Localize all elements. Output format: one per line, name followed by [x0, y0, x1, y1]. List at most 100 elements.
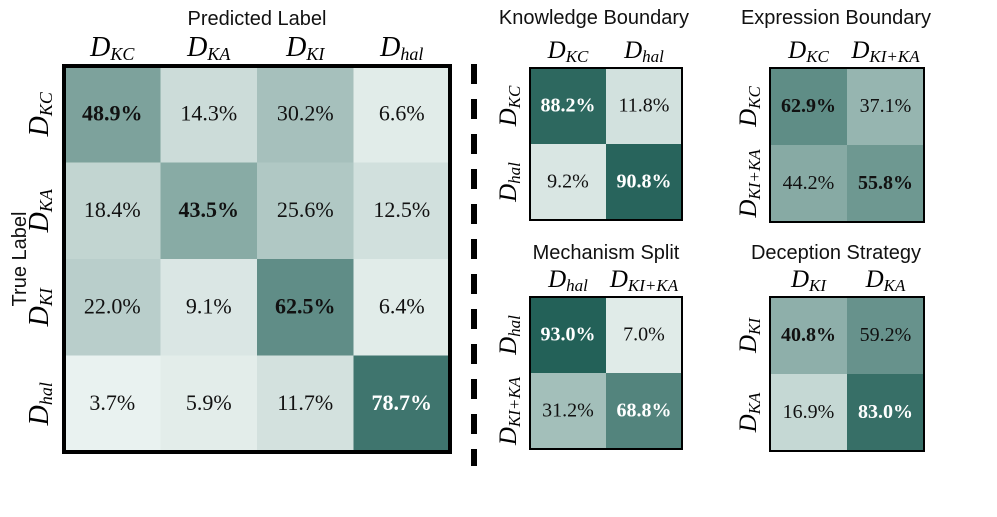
- heatmap-3-cell-0-0: [530, 297, 606, 373]
- heatmap-0-x-tick-0-symbol: D: [89, 32, 110, 63]
- heatmap-2-cell-1-1: [847, 145, 924, 222]
- heatmap-1-cell-1-0: [530, 144, 606, 220]
- heatmap-1: 88.2% 11.8%9.2% 90.8%DKC DhalDKCDhalKnowled…: [495, 7, 689, 221]
- heatmap-0-value-2-0: 22.0%: [84, 293, 141, 318]
- heatmap-0-value-1-3: 12.5%: [373, 197, 430, 222]
- heatmap-4-cell-0-1: [847, 297, 924, 374]
- heatmap-0-cell-2-1: [160, 259, 257, 356]
- heatmap-0-x-tick-2-subscript: KI: [305, 44, 325, 64]
- heatmap-0-value-3-3: 78.7%: [372, 390, 433, 415]
- heatmap-0-x-tick-3-subscript: hal: [400, 44, 423, 64]
- heatmap-0-cell-1-3: [353, 162, 450, 259]
- heatmap-0-y-tick-3-symbol: D: [24, 405, 55, 426]
- heatmap-3-value-0-0: 93.0%: [541, 324, 596, 346]
- heatmap-2: 62.9% 37.1%44.2% 55.8%DKC DKI+KADKCDKI+KAEx…: [735, 7, 931, 223]
- heatmap-0-y-tick-1-symbol: D: [24, 212, 55, 233]
- heatmap-2-value-1-1: 55.8%: [858, 172, 913, 194]
- heatmap-0-cell-1-2: [257, 162, 354, 259]
- heatmap-0-value-0-3: 6.6%: [379, 100, 425, 125]
- heatmap-0-cell-1-0: [64, 162, 161, 259]
- heatmap-4-x-tick-1: DKA: [865, 266, 906, 295]
- heatmap-2-cell-0-0: [770, 68, 847, 145]
- heatmap-2-y-tick-1-subscript: KI+KA: [745, 149, 764, 201]
- heatmap-1-title: Knowledge Boundary: [499, 7, 689, 29]
- heatmap-2-title: Expression Boundary: [741, 7, 931, 29]
- heatmap-1-x-tick-1: Dhal: [623, 37, 664, 66]
- heatmap-0-y-tick-2-symbol: D: [24, 306, 55, 327]
- heatmap-1-y-tick-0: DKC: [495, 85, 524, 127]
- heatmap-4-x-tick-1-subscript: KA: [883, 276, 906, 295]
- heatmap-1-x-tick-1-subscript: hal: [642, 47, 664, 66]
- heatmap-0-x-tick-1-symbol: D: [186, 32, 207, 63]
- heatmap-2-x-tick-0-symbol: D: [787, 37, 806, 64]
- heatmap-3-frame: [529, 296, 683, 450]
- heatmap-0-y-tick-3: Dhal: [24, 382, 56, 426]
- heatmap-0-x-tick-2-symbol: D: [285, 32, 306, 63]
- heatmap-2-y-tick-0-subscript: KC: [745, 85, 764, 109]
- heatmap-0-y-tick-2-subscript: KI: [36, 287, 56, 307]
- heatmap-3-y-tick-0-subscript: hal: [505, 315, 524, 337]
- heatmap-0-y-tick-0-subscript: KC: [36, 91, 56, 117]
- heatmap-1-cell-1-1: [606, 144, 682, 220]
- heatmap-0-cell-3-3: [353, 355, 450, 452]
- heatmap-2-value-0-0: 62.9%: [781, 95, 836, 117]
- heatmap-0-y-tick-1: DKA: [24, 188, 56, 233]
- heatmap-2-frame: [769, 67, 925, 223]
- heatmap-3-title: Mechanism Split: [533, 242, 680, 264]
- heatmap-1-y-tick-1-subscript: hal: [505, 162, 524, 184]
- heatmap-3-y-tick-0-symbol: D: [495, 337, 522, 356]
- heatmap-3-value-1-0: 31.2%: [542, 400, 594, 422]
- heatmap-1-x-tick-0: DKC: [547, 37, 589, 66]
- heatmap-4-y-tick-0-subscript: KI: [745, 317, 764, 336]
- heatmap-0-value-3-1: 5.9%: [186, 390, 232, 415]
- heatmap-4-x-tick-0-symbol: D: [790, 266, 809, 293]
- heatmap-1-value-0-0: 88.2%: [541, 95, 596, 117]
- heatmap-4-cell-1-0: [770, 374, 847, 451]
- heatmap-1-value-0-1: 11.8%: [619, 95, 670, 117]
- heatmap-2-value-1-0: 44.2%: [783, 172, 835, 194]
- heatmap-2-value-0-1: 37.1%: [860, 95, 912, 117]
- heatmap-3-x-tick-0-subscript: hal: [566, 276, 588, 295]
- heatmap-0-value-3-0: 3.7%: [89, 390, 135, 415]
- heatmap-4-cell-0-0: [770, 297, 847, 374]
- heatmap-4-value-0-1: 59.2%: [860, 324, 912, 346]
- heatmap-0-cell-0-2: [257, 66, 354, 163]
- heatmap-0-value-2-3: 6.4%: [379, 293, 425, 318]
- heatmap-1-x-tick-1-symbol: D: [623, 37, 642, 64]
- heatmap-1-y-tick-0-subscript: KC: [505, 85, 524, 109]
- x-axis-title: Predicted Label: [188, 8, 327, 30]
- heatmap-0-x-tick-3-symbol: D: [379, 32, 400, 63]
- heatmap-2-y-tick-1: DKI+KA: [735, 149, 764, 219]
- heatmap-3-cell-1-1: [606, 373, 682, 449]
- heatmap-4-value-0-0: 40.8%: [781, 324, 836, 346]
- heatmap-0-y-tick-2: DKI: [24, 287, 56, 327]
- heatmap-1-cell-0-1: [606, 68, 682, 144]
- heatmap-2-y-tick-0: DKC: [735, 85, 764, 127]
- heatmap-0-y-tick-0-symbol: D: [24, 116, 55, 137]
- heatmap-4-x-tick-0-subscript: KI: [808, 276, 827, 295]
- heatmap-1-frame: [529, 67, 683, 221]
- heatmap-4-y-tick-1-symbol: D: [735, 414, 762, 433]
- heatmap-0-cell-2-3: [353, 259, 450, 356]
- heatmap-4-y-tick-1: DKA: [735, 392, 764, 433]
- heatmap-0-x-tick-2: DKI: [285, 32, 325, 64]
- heatmap-1-value-1-1: 90.8%: [617, 171, 672, 193]
- heatmap-0-cell-3-1: [160, 355, 257, 452]
- heatmap-4-value-1-1: 83.0%: [858, 401, 913, 423]
- heatmap-0-frame: [62, 64, 452, 454]
- heatmap-4-y-tick-0: DKI: [735, 317, 764, 354]
- heatmap-4-cell-1-1: [847, 374, 924, 451]
- heatmap-0-y-tick-3-subscript: hal: [36, 382, 56, 405]
- heatmap-4-y-tick-0-symbol: D: [735, 335, 762, 354]
- heatmap-0-cell-1-1: [160, 162, 257, 259]
- heatmap-0-value-2-1: 9.1%: [186, 293, 232, 318]
- heatmap-1-y-tick-1-symbol: D: [495, 184, 522, 203]
- heatmap-0-x-tick-1: DKA: [186, 32, 231, 64]
- heatmap-0-value-3-2: 11.7%: [277, 390, 333, 415]
- heatmap-3-x-tick-1-subscript: KI+KA: [627, 276, 679, 295]
- heatmap-2-x-tick-0-subscript: KC: [805, 47, 829, 66]
- heatmap-3-value-0-1: 7.0%: [623, 324, 665, 346]
- heatmap-0-value-0-2: 30.2%: [277, 100, 334, 125]
- heatmap-0-cell-0-3: [353, 66, 450, 163]
